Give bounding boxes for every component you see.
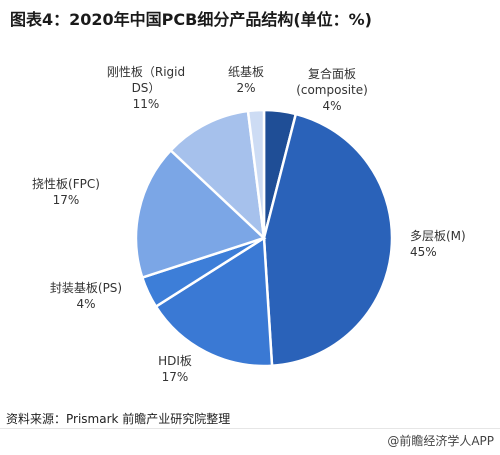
slice-label: 多层板(M) 45% [410,229,466,259]
slice-name: 多层板(M) [410,229,466,243]
pie-slice [246,108,266,239]
chart-title: 图表4：2020年中国PCB细分产品结构(单位：%) [10,10,372,29]
slice-percent: 17% [53,193,80,207]
pie-slice [134,148,267,280]
slice-percent: 17% [162,370,189,384]
slice-name: 挠性板(FPC) [32,177,100,191]
slice-percent: 45% [410,245,437,259]
slice-percent: 2% [236,81,255,95]
pie-slice [262,112,394,368]
pie-labels: 复合面板 (composite) 4% 多层板(M) 45% HDI板 17% 封装基板(PS… [32,65,466,384]
pie-slice [154,235,274,368]
slice-name: HDI板 [158,354,192,368]
slice-label: HDI板 17% [158,354,192,384]
slice-percent: 4% [322,99,341,113]
slice-name: 复合面板 [308,66,356,81]
source-note: 资料来源：Prismark 前瞻产业研究院整理 [6,412,231,426]
slice-label: 挠性板(FPC) 17% [32,177,100,207]
slice-name: 封装基板(PS) [50,281,122,295]
slice-percent: 4% [76,297,95,311]
slice-name: 纸基板 [228,65,264,79]
slice-name: (composite) [296,83,368,97]
slice-label: 复合面板 (composite) 4% [296,66,368,113]
pie-slice [168,109,266,242]
slice-label: 刚性板（Rigid DS） 11% [107,65,185,111]
slice-label: 封装基板(PS) 4% [50,281,122,311]
slice-percent: 11% [133,97,160,111]
slice-name: 刚性板（Rigid [107,65,185,79]
slice-label: 纸基板 2% [228,65,264,95]
pie-slices [134,108,394,368]
brand-signature: @前瞻经济学人APP [387,432,494,449]
brand-text: @前瞻经济学人APP [387,434,494,448]
footer-divider [0,428,500,429]
slice-name: DS） [132,81,161,95]
